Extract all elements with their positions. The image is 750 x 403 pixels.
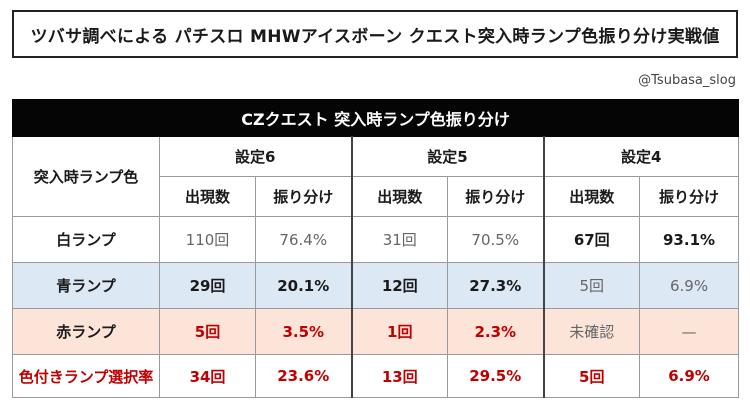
table-cell: 5回 — [159, 308, 256, 355]
row-label-blue-lamp: 青ランプ — [12, 262, 160, 309]
table-cell: 110回 — [159, 216, 256, 263]
setting-5-header: 設定5 — [350, 136, 544, 177]
row-label-white-lamp: 白ランプ — [12, 216, 160, 263]
table-cell: 76.4% — [255, 216, 352, 263]
table-banner-row: CZクエスト 突入時ランプ色振り分け — [11, 99, 740, 137]
table-cell: 2.3% — [447, 308, 544, 355]
table-cell: 6.9% — [638, 354, 740, 398]
row-label-red-lamp: 赤ランプ — [12, 308, 160, 355]
table-row-white-lamp: 白ランプ 110回 76.4% 31回 70.5% 67回 93.1% — [12, 216, 740, 263]
ratio-header: 振り分け — [638, 176, 740, 217]
table-cell: 70.5% — [447, 216, 544, 263]
table-cell: 12回 — [350, 262, 448, 309]
table-cell: 20.1% — [255, 262, 352, 309]
table-cell: 6.9% — [638, 262, 740, 309]
ratio-header: 振り分け — [447, 176, 544, 217]
table-cell: 3.5% — [255, 308, 352, 355]
table-cell: — — [638, 308, 740, 355]
author-credit: @Tsubasa_slog — [638, 73, 736, 88]
table-cell: 29.5% — [447, 354, 544, 398]
table-cell: 13回 — [350, 354, 448, 398]
table-cell: 34回 — [159, 354, 256, 398]
table-cell: 未確認 — [542, 308, 640, 355]
table-cell: 1回 — [350, 308, 448, 355]
table-row-red-lamp: 赤ランプ 5回 3.5% 1回 2.3% 未確認 — — [12, 308, 740, 355]
ratio-header: 振り分け — [255, 176, 352, 217]
table-cell: 23.6% — [255, 354, 352, 398]
page-title: ツバサ調べによる パチスロ MHWアイスボーン クエスト突入時ランプ色振り分け実… — [30, 26, 720, 47]
table-cell: 29回 — [159, 262, 256, 309]
setting-4-header: 設定4 — [542, 136, 740, 177]
table-row-blue-lamp: 青ランプ 29回 20.1% 12回 27.3% 5回 6.9% — [12, 262, 740, 309]
row-header-label: 突入時ランプ色 — [12, 136, 160, 217]
table-cell: 31回 — [350, 216, 448, 263]
count-header: 出現数 — [350, 176, 448, 217]
table-cell: 93.1% — [638, 216, 740, 263]
sub-header-row: 出現数 振り分け 出現数 振り分け 出現数 振り分け — [13, 176, 740, 217]
table-cell: 27.3% — [447, 262, 544, 309]
page-title-box: ツバサ調べによる パチスロ MHWアイスボーン クエスト突入時ランプ色振り分け実… — [12, 10, 738, 58]
setting-header-row: 突入時ランプ色 設定6 設定5 設定4 — [12, 136, 740, 217]
table-cell: 67回 — [542, 216, 640, 263]
table-row-colored-lamp-rate: 色付きランプ選択率 34回 23.6% 13回 29.5% 5回 6.9% — [12, 354, 740, 398]
table-cell: 5回 — [542, 354, 640, 398]
lamp-distribution-table: CZクエスト 突入時ランプ色振り分け 突入時ランプ色 設定6 設定5 設定4 出… — [11, 99, 740, 398]
setting-6-header: 設定6 — [159, 136, 352, 177]
table-banner: CZクエスト 突入時ランプ色振り分け — [11, 99, 740, 137]
row-label-colored-lamp-rate: 色付きランプ選択率 — [12, 354, 160, 398]
count-header: 出現数 — [542, 176, 640, 217]
count-header: 出現数 — [159, 176, 256, 217]
table-cell: 5回 — [542, 262, 640, 309]
